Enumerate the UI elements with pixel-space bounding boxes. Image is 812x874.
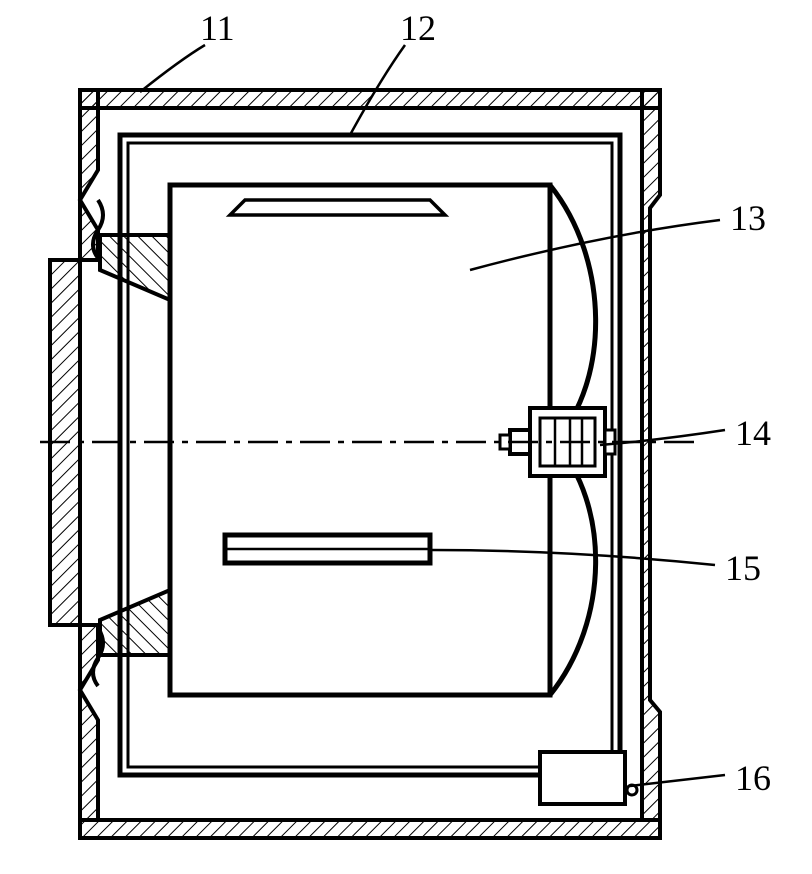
drum-top-lifter [230, 200, 445, 215]
label-12: 12 [400, 8, 436, 48]
heater [540, 752, 637, 804]
cabinet-left-wall [50, 90, 98, 820]
label-16: 16 [735, 758, 771, 798]
labels: 11 12 13 14 15 16 [200, 8, 771, 798]
cross-section-diagram: 11 12 13 14 15 16 [0, 0, 812, 874]
cabinet-bottom-wall [80, 820, 660, 838]
drum-rear-top-curve [550, 185, 596, 442]
label-15: 15 [725, 548, 761, 588]
cabinet-right-wall [642, 90, 660, 820]
label-11: 11 [200, 8, 235, 48]
label-14: 14 [735, 413, 771, 453]
gasket-bottom [100, 590, 170, 655]
drum-rear-bottom-curve [550, 442, 596, 695]
label-13: 13 [730, 198, 766, 238]
leaders [140, 45, 725, 786]
drum-outline [170, 185, 550, 695]
gasket-top [100, 235, 170, 300]
